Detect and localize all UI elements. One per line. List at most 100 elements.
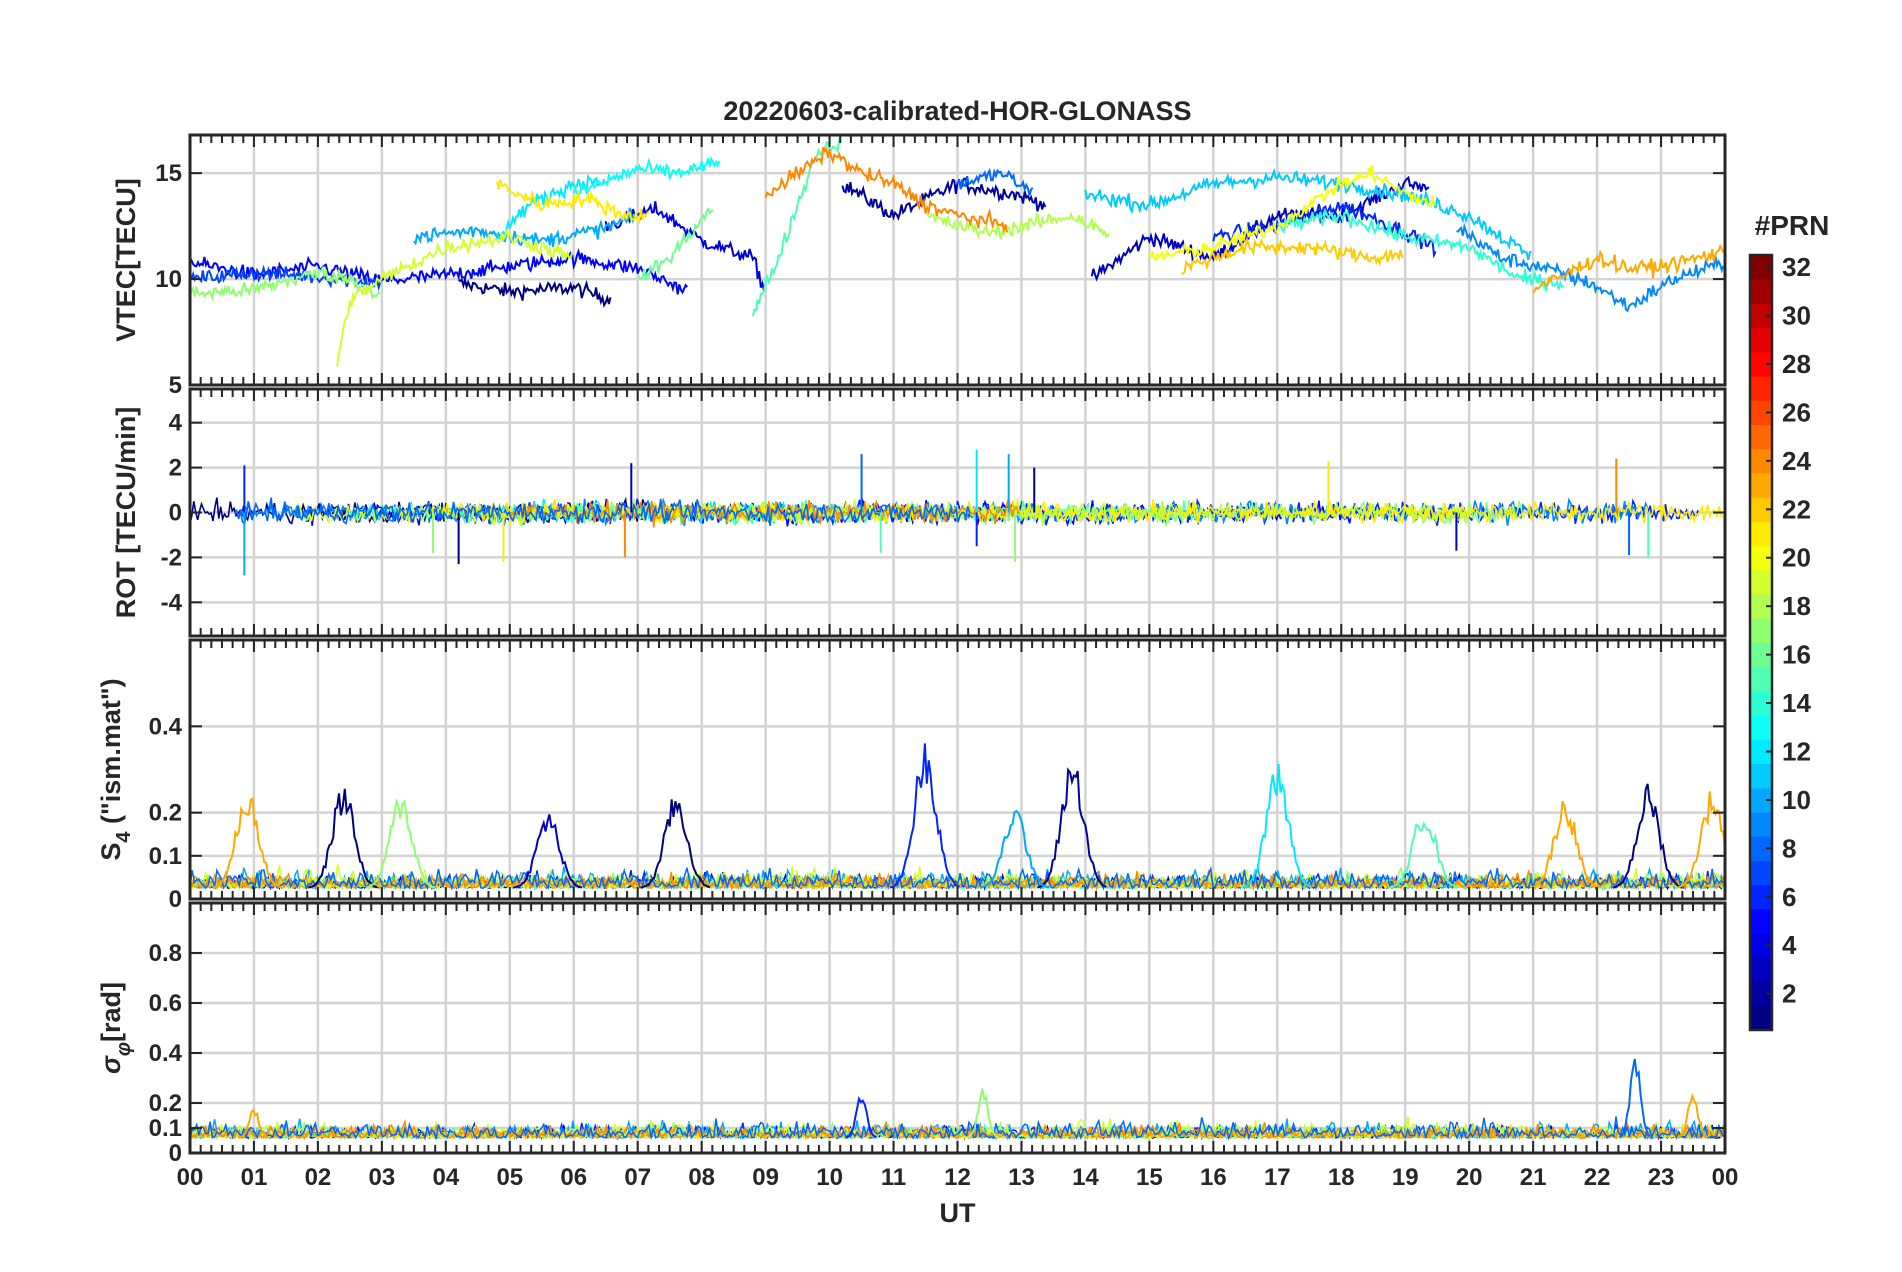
peak-prn-1 xyxy=(1612,783,1683,889)
peak-prn-23 xyxy=(1676,1092,1709,1139)
x-tick-label: 11 xyxy=(881,1164,906,1191)
colorbar-segment xyxy=(1750,618,1772,643)
colorbar-segment xyxy=(1750,908,1772,934)
x-tick-label: 12 xyxy=(944,1164,971,1191)
colorbar-segment xyxy=(1750,545,1772,571)
colorbar-segment xyxy=(1750,860,1772,886)
colorbar-segment xyxy=(1750,836,1772,861)
x-tick-label: 05 xyxy=(496,1164,523,1191)
colorbar-frame xyxy=(1748,253,1774,1032)
colorbar-tick-label: 32 xyxy=(1782,252,1811,282)
panel4-series-prn-24 xyxy=(190,1118,1725,1141)
y-tick-label: 0.1 xyxy=(149,843,182,870)
panel4-series-prn-8 xyxy=(190,1116,1725,1141)
y-axis-label-rest: ("ism.mat") xyxy=(96,678,126,831)
colorbar-segment xyxy=(1750,351,1772,377)
peak-prn-2 xyxy=(1037,767,1107,889)
x-tick-label: 19 xyxy=(1392,1164,1419,1191)
colorbar-segment xyxy=(1750,376,1772,401)
colorbar-segment xyxy=(1750,521,1772,547)
x-tick-label: 16 xyxy=(1200,1164,1227,1191)
y-tick-label: -2 xyxy=(161,544,182,571)
peak-prn-23 xyxy=(1529,800,1600,889)
x-tick-label: 14 xyxy=(1072,1164,1099,1191)
panel3-series-prn-8 xyxy=(190,865,1724,891)
x-tick-label: 23 xyxy=(1648,1164,1675,1191)
y-axis-label-subscript: φ xyxy=(113,1042,135,1056)
panel-3: 0 0.1 0.2 0.4 S4 ("ism.mat") xyxy=(96,638,1727,913)
vtec-series-prn-15 xyxy=(751,135,842,317)
peak-prn-23 xyxy=(237,1108,270,1139)
colorbar-tick-label: 30 xyxy=(1782,301,1811,331)
colorbar-tick-label: 28 xyxy=(1782,349,1811,379)
peak-prn-23 xyxy=(212,797,282,889)
y-tick-label: 0 xyxy=(169,500,182,527)
colorbar-segment xyxy=(1750,327,1772,353)
colorbar-tick-label: 26 xyxy=(1782,397,1811,427)
colorbar-tick-label: 10 xyxy=(1782,785,1811,815)
vtec-series-prn-13 xyxy=(572,156,721,196)
vtec-series-prn-10 xyxy=(413,207,637,247)
colorbar-segment xyxy=(1750,255,1772,280)
panel-4: 00.10.2 0.4 0.6 0.8 σφ[rad] xyxy=(96,901,1727,1167)
panel-data-2 xyxy=(190,449,1724,576)
colorbar-segment xyxy=(1750,279,1772,304)
x-tick-label: 08 xyxy=(688,1164,715,1191)
colorbar-segment xyxy=(1750,933,1772,958)
y-axis-label-main: S xyxy=(96,843,126,861)
y-tick-label: 0.8 xyxy=(149,940,182,967)
colorbar-segment xyxy=(1750,739,1772,765)
panel-1: 5 10 15 VTEC[TECU] xyxy=(111,133,1727,399)
peak-prn-3 xyxy=(512,814,583,889)
colorbar-segment xyxy=(1750,424,1772,450)
x-tick-label: 01 xyxy=(241,1164,268,1191)
colorbar-segment xyxy=(1750,812,1772,837)
colorbar-segment xyxy=(1750,763,1772,789)
panel-data-1 xyxy=(190,135,1725,367)
x-tick-label: 09 xyxy=(752,1164,779,1191)
y-tick-label: 0.2 xyxy=(149,800,182,827)
x-tick-label: 00 xyxy=(177,1164,204,1191)
colorbar-segment xyxy=(1750,642,1772,668)
x-tick-label: 07 xyxy=(624,1164,651,1191)
colorbar-segment xyxy=(1750,884,1772,910)
vtec-series-prn-9 xyxy=(1456,222,1725,313)
x-tick-label: 04 xyxy=(432,1164,459,1191)
colorbar-tick-label: 20 xyxy=(1782,543,1811,573)
y-tick-label: 0.1 xyxy=(149,1115,182,1142)
y-axis-label-subscript: 4 xyxy=(113,831,135,843)
rot-series-prn-8 xyxy=(234,497,971,526)
peak-prn-12 xyxy=(1241,764,1312,889)
x-tick-label: 00 xyxy=(1712,1164,1739,1191)
colorbar-segment xyxy=(1750,690,1772,716)
colorbar-segment xyxy=(1750,666,1772,692)
x-axis-label: UT xyxy=(940,1198,976,1228)
y-axis-label: S4 ("ism.mat") xyxy=(96,678,135,860)
vtec-series-prn-22 xyxy=(1181,238,1404,275)
colorbar-tick-label: 24 xyxy=(1782,446,1811,476)
y-tick-label: 15 xyxy=(155,160,182,187)
vtec-series-prn-1 xyxy=(457,275,612,309)
x-tick-label: 20 xyxy=(1456,1164,1483,1191)
peak-prn-6 xyxy=(890,743,960,889)
vtec-series-prn-11 xyxy=(1084,167,1532,261)
colorbar-label: #PRN xyxy=(1755,210,1830,241)
colorbar-tick-label: 2 xyxy=(1782,979,1796,1009)
vtec-series-prn-16 xyxy=(636,206,714,280)
colorbar-segment xyxy=(1750,497,1772,522)
colorbar-segment xyxy=(1750,594,1772,619)
colorbar-tick-label: 14 xyxy=(1782,688,1811,718)
colorbar-segment xyxy=(1750,957,1772,983)
y-tick-label: 0.4 xyxy=(149,713,183,740)
colorbar-tick-label: 4 xyxy=(1782,930,1797,960)
peak-prn-1 xyxy=(640,799,711,889)
panel-data-3 xyxy=(190,743,1725,892)
y-tick-label: 5 xyxy=(169,372,182,399)
colorbar-tick-label: 6 xyxy=(1782,882,1796,912)
vtec-series-prn-2 xyxy=(841,177,1047,221)
peak-prn-10 xyxy=(979,809,1050,889)
y-tick-label: 4 xyxy=(169,410,183,437)
colorbar-segment xyxy=(1750,787,1772,813)
x-tick-label: 06 xyxy=(560,1164,587,1191)
